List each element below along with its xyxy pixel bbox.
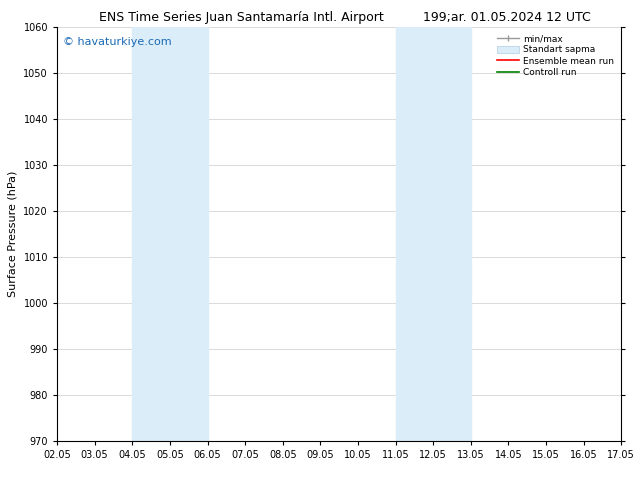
Legend: min/max, Standart sapma, Ensemble mean run, Controll run: min/max, Standart sapma, Ensemble mean r… — [495, 31, 617, 80]
Text: 199;ar. 01.05.2024 12 UTC: 199;ar. 01.05.2024 12 UTC — [424, 11, 591, 24]
Bar — [133, 27, 207, 441]
Text: ENS Time Series Juan Santamaría Intl. Airport: ENS Time Series Juan Santamaría Intl. Ai… — [98, 11, 384, 24]
Text: © havaturkiye.com: © havaturkiye.com — [63, 37, 171, 48]
Bar — [396, 27, 471, 441]
Y-axis label: Surface Pressure (hPa): Surface Pressure (hPa) — [8, 171, 18, 297]
